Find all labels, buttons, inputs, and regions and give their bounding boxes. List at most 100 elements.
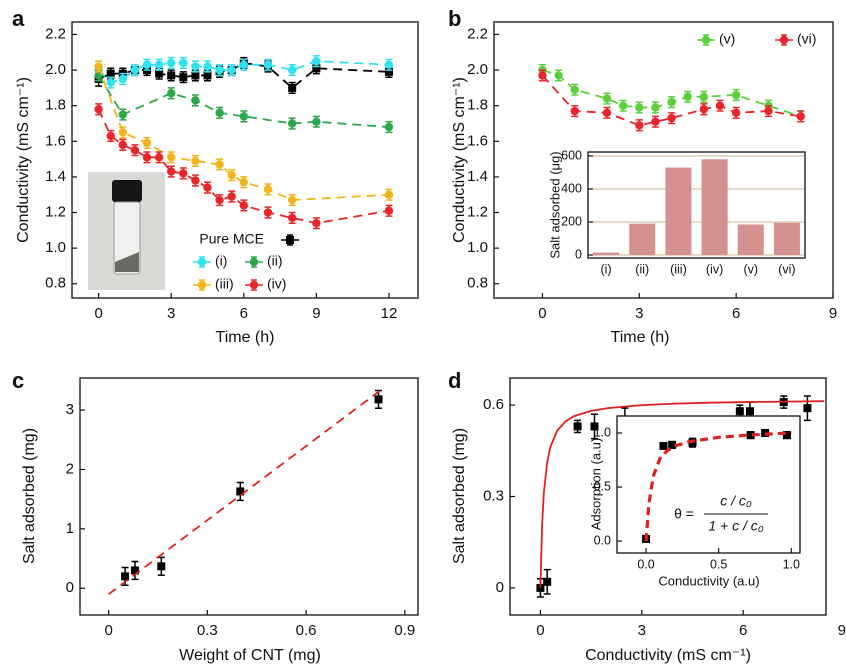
marker	[745, 407, 754, 416]
legend-marker	[197, 257, 207, 267]
x-tick-label: 6	[732, 305, 740, 322]
marker	[154, 60, 164, 69]
marker	[659, 441, 668, 450]
x-tick-label: 3	[635, 305, 643, 322]
marker	[651, 103, 660, 112]
legend-label: (i)	[215, 253, 227, 269]
y-tick-label: 400	[561, 181, 582, 195]
y-axis-label: Salt adsorbed (μg)	[547, 151, 562, 258]
x-tick-label: 9	[838, 622, 846, 639]
inset-background	[617, 416, 800, 553]
plot-frame	[509, 377, 827, 616]
x-tick-label: 6	[240, 305, 248, 322]
marker	[263, 185, 273, 194]
x-axis-label: Time (h)	[216, 329, 275, 346]
marker	[94, 62, 103, 71]
marker	[635, 121, 644, 130]
x-tick-label: 1.0	[783, 557, 800, 571]
y-tick-label: 1.8	[45, 97, 66, 114]
marker	[715, 101, 725, 110]
marker	[288, 83, 297, 92]
marker	[239, 112, 248, 121]
y-tick-label: 1	[66, 520, 74, 537]
legend-marker	[286, 236, 294, 244]
x-tick-label: 0	[536, 622, 544, 639]
marker	[106, 69, 115, 78]
x-tick-label: (vi)	[778, 262, 795, 276]
y-tick-label: 2.2	[467, 25, 488, 42]
bar	[593, 252, 620, 256]
marker	[287, 195, 297, 205]
y-tick-label: 1.6	[467, 132, 488, 149]
x-axis-label: Conductivity (mS cm⁻¹)	[585, 647, 751, 664]
marker	[287, 213, 297, 223]
series-line	[542, 69, 801, 118]
legend-label: (ii)	[267, 253, 283, 269]
y-tick-label: 2.0	[45, 61, 66, 78]
marker	[203, 183, 212, 192]
marker	[142, 138, 152, 148]
marker	[384, 122, 394, 132]
marker	[142, 60, 152, 69]
plot-frame	[616, 415, 801, 554]
y-tick-label: 0.0	[594, 533, 611, 547]
marker	[179, 169, 188, 178]
y-axis-label: Salt adsorbed (mg)	[451, 428, 468, 564]
marker	[543, 577, 552, 586]
marker	[179, 58, 188, 68]
bar	[773, 222, 800, 256]
marker	[227, 170, 236, 180]
marker	[191, 96, 200, 105]
marker	[167, 167, 176, 176]
marker	[312, 64, 321, 73]
marker	[570, 106, 579, 116]
series-line	[108, 388, 383, 595]
x-tick-label: 0	[94, 305, 102, 322]
marker	[667, 97, 676, 107]
series-line	[539, 400, 825, 588]
y-tick-label: 2.0	[467, 61, 488, 78]
x-tick-label: 12	[381, 305, 398, 322]
marker	[683, 92, 692, 101]
marker	[618, 101, 628, 110]
y-tick-label: 2	[66, 460, 74, 477]
y-axis-label: Salt adsorbed (mg)	[21, 428, 38, 564]
legend-label: (iv)	[267, 276, 286, 292]
marker	[287, 65, 297, 75]
x-tick-label: 0.3	[197, 622, 218, 639]
panel: d 0 0.3 0.6 0 3 6 9 Conductivity (mS cm⁻¹) Salt a…	[448, 368, 846, 664]
marker	[94, 105, 103, 114]
marker	[130, 65, 140, 75]
marker	[157, 562, 166, 571]
marker	[538, 71, 547, 80]
plot-frame	[493, 21, 834, 299]
x-axis-label: Weight of CNT (mg)	[179, 647, 321, 664]
marker	[121, 572, 130, 581]
bar	[701, 159, 728, 256]
y-tick-label: 1.4	[45, 168, 66, 185]
legend-marker	[249, 280, 259, 290]
marker	[312, 219, 321, 228]
marker	[668, 440, 677, 449]
y-tick-label: 1.0	[594, 425, 611, 439]
x-tick-label: 0.6	[296, 622, 317, 639]
marker	[699, 105, 709, 114]
marker	[239, 60, 248, 69]
marker	[142, 153, 152, 162]
legend-marker	[701, 35, 711, 45]
marker	[215, 160, 224, 169]
legend-marker	[197, 280, 207, 290]
marker	[263, 60, 273, 69]
marker	[130, 566, 139, 575]
marker	[179, 73, 188, 82]
marker	[191, 176, 200, 185]
series-line	[98, 62, 390, 90]
x-tick-label: 0.0	[637, 557, 654, 571]
legend-label: (iii)	[215, 276, 234, 292]
marker	[554, 71, 563, 80]
marker	[154, 153, 164, 162]
marker	[287, 119, 297, 128]
y-tick-label: 0	[496, 579, 504, 596]
y-tick-label: 1.8	[467, 97, 488, 114]
